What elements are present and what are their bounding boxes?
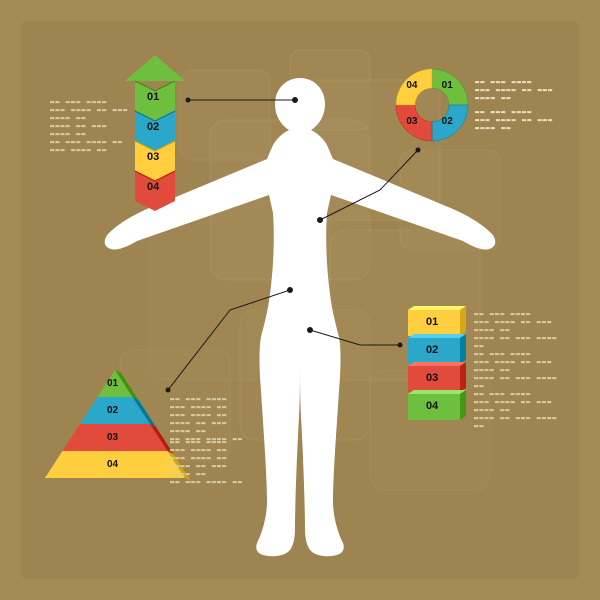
connector-end	[186, 98, 191, 103]
pyramid-band	[63, 424, 168, 451]
connector-end	[416, 148, 421, 153]
box-side	[460, 390, 466, 420]
connector-end	[398, 343, 403, 348]
connector-dot	[317, 217, 323, 223]
connector-end	[166, 388, 171, 393]
box-top	[408, 390, 466, 394]
box-segment	[408, 310, 460, 336]
box-stack	[408, 306, 466, 420]
box-top	[408, 362, 466, 366]
bg-square	[180, 70, 270, 160]
box-side	[460, 362, 466, 392]
connector-dot	[287, 287, 293, 293]
box-top	[408, 306, 466, 310]
connector-dot	[307, 327, 313, 333]
box-side	[460, 334, 466, 364]
box-segment	[408, 338, 460, 364]
box-segment	[408, 366, 460, 392]
pyramid-band	[45, 451, 185, 478]
box-top	[408, 334, 466, 338]
connector-dot	[292, 97, 298, 103]
box-segment	[408, 394, 460, 420]
box-side	[460, 306, 466, 336]
